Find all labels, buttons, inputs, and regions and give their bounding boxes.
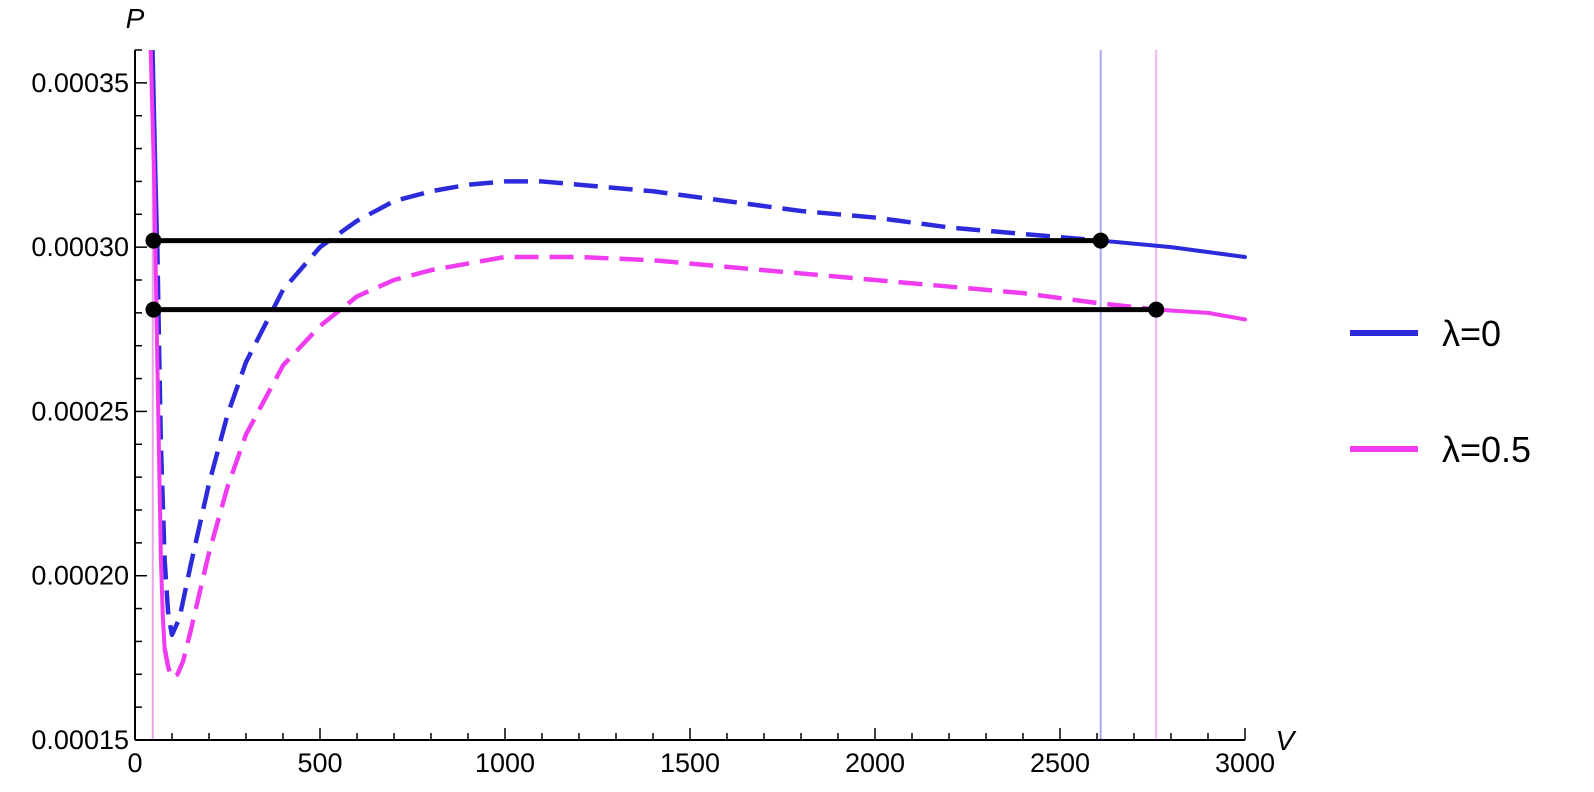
- series-0-stable-right-line: [1098, 238, 1247, 259]
- vertical-reference-lines: [151, 50, 1158, 740]
- legend-label-1: λ=0.5: [1442, 429, 1531, 470]
- coexistence-point-3: [1148, 301, 1165, 318]
- y-tick-label: 0.00035: [31, 68, 129, 98]
- x-tick-label: 500: [297, 748, 342, 778]
- x-axis-title: V: [1276, 725, 1297, 756]
- axes: 0 500 1000 1500 2000 2500 3000 0.00015 0.00020 0.…: [31, 3, 1296, 778]
- x-tick-label: 3000: [1215, 748, 1275, 778]
- x-tick-label: 2000: [845, 748, 905, 778]
- y-tick-label: 0.00025: [31, 396, 129, 426]
- coexistence-point-2: [145, 301, 162, 318]
- legend-label-0: λ=0: [1442, 313, 1501, 354]
- coexistence-points: [145, 232, 1165, 318]
- series-0-unstable-dashed-line: [154, 179, 1101, 638]
- series-1-stable-right-line: [1154, 307, 1247, 322]
- legend: λ=0 λ=0.5: [1350, 313, 1531, 470]
- series-1-stable-left-line: [148, 50, 167, 650]
- curves: [148, 50, 1247, 680]
- coexistence-point-1: [1092, 232, 1109, 249]
- series-1-unstable-dashed-line: [162, 254, 1157, 680]
- y-tick-label: 0.00030: [31, 232, 129, 262]
- y-tick-label: 0.00020: [31, 561, 129, 591]
- coexistence-lines: [153, 238, 1157, 313]
- x-tick-label: 2500: [1030, 748, 1090, 778]
- y-axis-title: P: [126, 3, 145, 34]
- x-tick-label: 1500: [660, 748, 720, 778]
- x-tick-label: 0: [127, 748, 142, 778]
- x-tick-label: 1000: [475, 748, 535, 778]
- y-tick-label: 0.00015: [31, 725, 129, 755]
- coexistence-point-0: [145, 232, 162, 249]
